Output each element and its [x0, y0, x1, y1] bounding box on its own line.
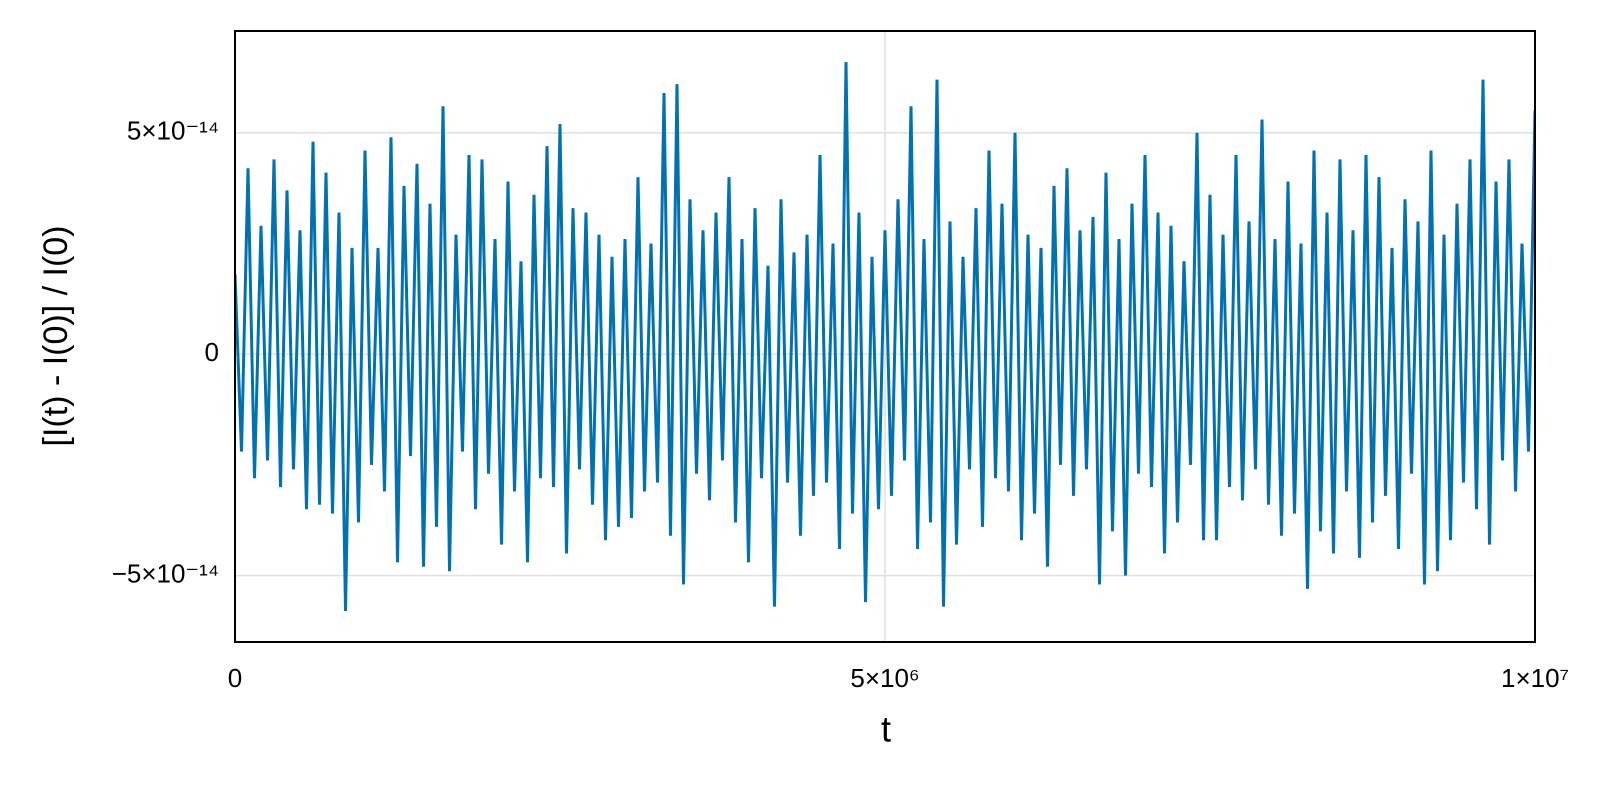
x-tick-label: 1×10⁷ [1501, 663, 1569, 693]
x-tick-label: 0 [228, 663, 242, 693]
y-tick-label: 5×10⁻¹⁴ [127, 116, 219, 146]
y-axis-label: [I(t) - I(0)] / I(0) [37, 226, 75, 447]
data-line [235, 61, 1535, 612]
y-tick-label: −5×10⁻¹⁴ [112, 558, 219, 588]
x-axis-label: t [881, 709, 891, 750]
y-tick-label: 0 [205, 337, 219, 367]
plot-frame [234, 30, 1536, 643]
x-tick-label: 5×10⁶ [850, 663, 919, 693]
